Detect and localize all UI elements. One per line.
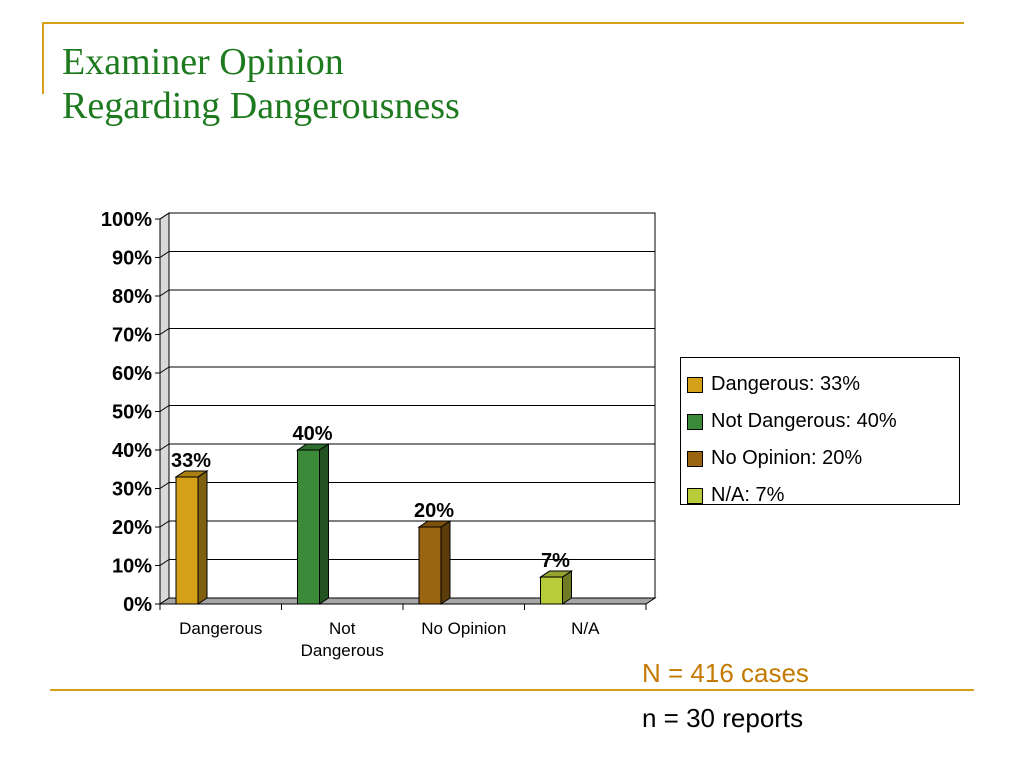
- y-tick-label: 90%: [112, 248, 152, 270]
- y-tick-label: 20%: [112, 517, 152, 539]
- bar-top: [174, 470, 209, 478]
- x-category-label: Dangerous: [179, 619, 262, 638]
- note-total-cases: N = 416 cases: [642, 658, 809, 688]
- slide-title: Examiner Opinion Regarding Dangerousness: [62, 40, 460, 128]
- title-line-1: Examiner Opinion: [62, 41, 344, 83]
- gridline-side: [159, 482, 170, 489]
- gridline-side: [159, 328, 170, 335]
- data-label: 33%: [171, 450, 211, 472]
- legend-label: Dangerous: 33%: [711, 373, 860, 395]
- accent-top-line: [42, 22, 964, 24]
- y-tick-label: 80%: [112, 286, 152, 308]
- note-total-reports: n = 30 reports: [642, 703, 804, 733]
- legend-label: Not Dangerous: 40%: [711, 410, 897, 432]
- legend-item-na: N/A: 7%: [687, 477, 959, 514]
- y-tick-label: 40%: [112, 440, 152, 462]
- y-tick-label: 10%: [112, 556, 152, 578]
- x-category-label: N/A: [571, 619, 600, 638]
- y-tick-label: 30%: [112, 479, 152, 501]
- bar-front: [540, 576, 563, 605]
- bar-side: [440, 520, 451, 605]
- gridline-side: [159, 251, 170, 258]
- legend-label: N/A: 7%: [711, 484, 785, 506]
- bar-front: [297, 449, 320, 605]
- legend-item-dangerous: Dangerous: 33%: [687, 366, 959, 403]
- x-category-label: Not: [329, 619, 356, 638]
- legend-swatch: [687, 413, 703, 430]
- bar-side: [319, 443, 329, 605]
- data-label: 7%: [541, 550, 570, 572]
- title-line-2: Regarding Dangerousness: [62, 85, 460, 127]
- gridline-side: [159, 289, 170, 297]
- legend-swatch: [687, 487, 703, 504]
- bar-front: [418, 526, 442, 605]
- data-label: 20%: [414, 500, 454, 522]
- gridline-side: [159, 405, 170, 412]
- y-tick-label: 50%: [112, 402, 152, 424]
- plot-floor: [158, 597, 657, 605]
- legend-swatch: [687, 450, 703, 467]
- legend-item-not-dangerous: Not Dangerous: 40%: [687, 403, 959, 440]
- gridline-side: [159, 559, 170, 566]
- legend-label: No Opinion: 20%: [711, 447, 863, 469]
- gridline-side: [159, 366, 170, 374]
- legend-swatch: [687, 376, 703, 393]
- y-tick-label: 60%: [112, 363, 152, 385]
- chart-legend: Dangerous: 33% Not Dangerous: 40% No Opi…: [680, 357, 960, 506]
- accent-bottom-line: [50, 689, 974, 691]
- y-tick-label: 70%: [112, 325, 152, 347]
- bar-top: [538, 570, 574, 578]
- bar-side: [197, 470, 208, 605]
- y-tick-label: 0%: [123, 594, 152, 616]
- y-tick-label: 100%: [101, 209, 152, 231]
- gridline-side: [159, 520, 170, 528]
- x-category-label: No Opinion: [421, 619, 506, 638]
- gridline-side: [159, 212, 170, 220]
- gridline-side: [159, 443, 170, 451]
- legend-item-no-opinion: No Opinion: 20%: [687, 440, 959, 477]
- bar-top: [417, 520, 452, 528]
- bar-front: [175, 476, 199, 605]
- accent-vertical-line: [42, 22, 44, 94]
- bar-top: [295, 443, 331, 451]
- data-label: 40%: [292, 423, 332, 445]
- x-category-label: Dangerous: [301, 641, 384, 660]
